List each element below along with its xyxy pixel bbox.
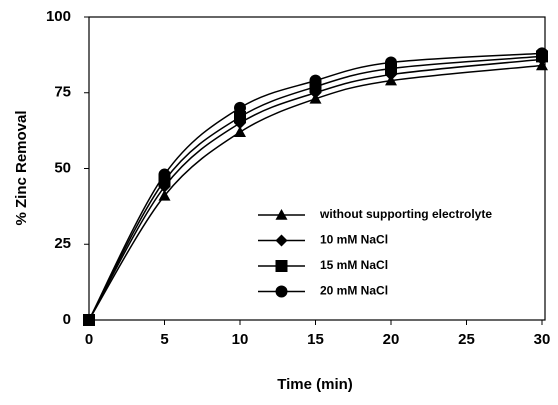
x-tick-label: 30 xyxy=(534,331,551,348)
legend-label: 15 mM NaCl xyxy=(320,258,388,272)
legend-marker xyxy=(275,234,288,247)
x-tick-label: 10 xyxy=(232,331,249,348)
x-axis-title: Time (min) xyxy=(277,376,353,393)
series-line xyxy=(88,64,543,321)
plot-frame xyxy=(88,16,546,321)
data-point xyxy=(385,62,397,75)
y-tick-label: 100 xyxy=(46,8,71,25)
series-line xyxy=(88,52,543,321)
x-tick-label: 0 xyxy=(85,331,93,348)
series-line xyxy=(88,58,543,321)
legend-label: without supporting electrolyte xyxy=(319,207,492,221)
y-tick-label: 25 xyxy=(54,235,71,252)
series-line xyxy=(88,55,543,321)
y-tick-label: 75 xyxy=(54,84,71,101)
legend-marker xyxy=(275,285,288,298)
legend-label: 10 mM NaCl xyxy=(320,233,388,247)
data-point xyxy=(234,110,246,123)
data-point xyxy=(158,168,171,181)
y-tick-label: 50 xyxy=(54,159,71,176)
x-tick-label: 25 xyxy=(458,331,475,348)
x-tick-label: 15 xyxy=(307,331,324,348)
data-point xyxy=(158,189,171,201)
legend-marker xyxy=(275,209,288,220)
data-point xyxy=(234,126,246,137)
data-point xyxy=(83,314,95,326)
y-axis-title: % Zinc Removal xyxy=(13,110,30,225)
data-point xyxy=(309,74,322,87)
data-point xyxy=(536,47,548,60)
legend-label: 20 mM NaCl xyxy=(320,284,388,298)
data-point xyxy=(234,101,246,114)
data-point xyxy=(385,56,397,69)
legend-marker xyxy=(275,260,288,272)
y-tick-label: 0 xyxy=(63,311,71,328)
x-tick-label: 20 xyxy=(383,331,400,348)
x-tick-label: 5 xyxy=(160,331,168,348)
